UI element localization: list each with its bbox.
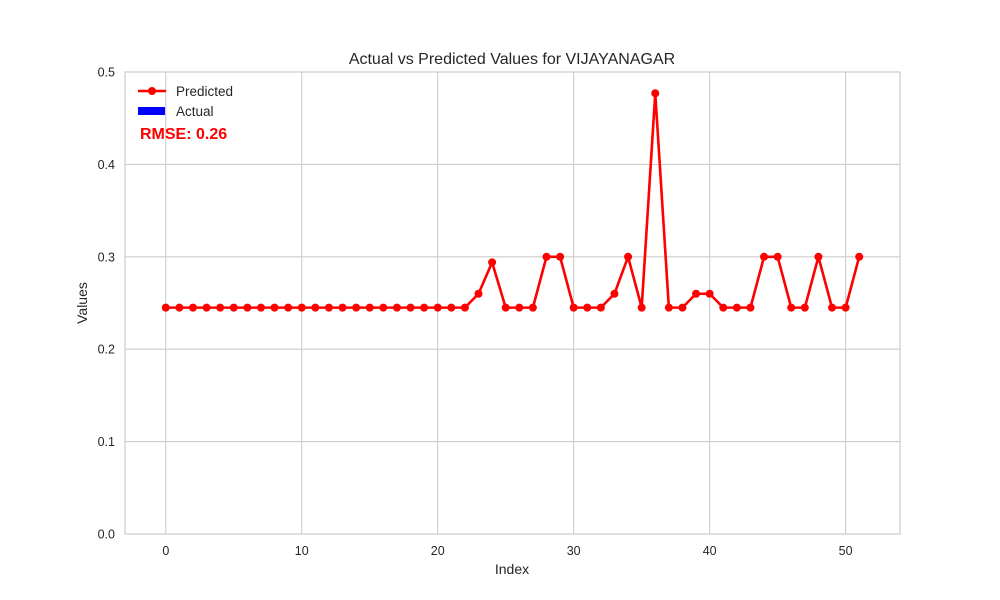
x-tick-label: 30: [567, 544, 581, 558]
series-0-point: [243, 303, 252, 312]
legend: Predicted Actual: [138, 84, 233, 119]
series-0-point: [732, 303, 741, 312]
series-0-point: [433, 303, 442, 312]
y-tick-label: 0.4: [98, 158, 115, 172]
series-0-point: [379, 303, 388, 312]
series-0-point: [352, 303, 361, 312]
series-0-point: [297, 303, 306, 312]
series-0-point: [528, 303, 537, 312]
series-0-point: [746, 303, 755, 312]
tick-labels: 0 10 20 30 40 50 0.0 0.1 0.2 0.3 0.4 0.5: [98, 66, 853, 559]
series-0-point: [474, 289, 483, 298]
series-0-point: [800, 303, 809, 312]
y-tick-label: 0.3: [98, 250, 115, 264]
series-0-point: [161, 303, 170, 312]
series-0-point: [760, 252, 769, 261]
series-0-point: [256, 303, 265, 312]
series-0-point: [542, 252, 551, 261]
series-0-point: [569, 303, 578, 312]
x-axis-label: Index: [495, 561, 529, 577]
series-0-point: [501, 303, 510, 312]
series-0-point: [692, 289, 701, 298]
rmse-annotation: RMSE: 0.26: [140, 126, 227, 143]
series-0-point: [773, 252, 782, 261]
series-0-point: [814, 252, 823, 261]
legend-actual-label: Actual: [176, 104, 214, 119]
series-0-point: [229, 303, 238, 312]
series-0-point: [624, 252, 633, 261]
x-tick-label: 10: [295, 544, 309, 558]
series-0-point: [841, 303, 850, 312]
series-0-point: [216, 303, 225, 312]
x-tick-label: 20: [431, 544, 445, 558]
series-0-point: [311, 303, 320, 312]
legend-actual-swatch: [138, 107, 165, 115]
series-0-line: [164, 91, 861, 309]
series-0-point: [515, 303, 524, 312]
series-0-point: [447, 303, 456, 312]
series-0-point: [188, 303, 197, 312]
series-0-point: [664, 303, 673, 312]
series-0-point: [420, 303, 429, 312]
legend-item-predicted: Predicted: [138, 84, 233, 99]
series-0-point: [270, 303, 279, 312]
series-0-point: [365, 303, 374, 312]
y-tick-label: 0.2: [98, 343, 115, 357]
series-0-point: [175, 303, 184, 312]
series-0-point: [787, 303, 796, 312]
chart-title: Actual vs Predicted Values for VIJAYANAG…: [349, 51, 675, 68]
series-0-point: [556, 252, 565, 261]
series-0-point: [651, 89, 660, 98]
series-0-point: [324, 303, 333, 312]
series-0-point: [406, 303, 415, 312]
y-tick-label: 0.0: [98, 528, 115, 542]
series-0-point: [637, 303, 646, 312]
series-0-point: [488, 258, 497, 267]
legend-predicted-label: Predicted: [176, 84, 233, 99]
series-0-point: [596, 303, 605, 312]
series: [161, 89, 864, 312]
series-0-point: [705, 289, 714, 298]
series-0-point: [284, 303, 293, 312]
x-tick-label: 40: [703, 544, 717, 558]
y-tick-label: 0.1: [98, 435, 115, 449]
series-0-point: [855, 252, 864, 261]
series-0-point: [202, 303, 211, 312]
plot-area: [124, 71, 901, 535]
x-tick-label: 50: [839, 544, 853, 558]
y-tick-label: 0.5: [98, 66, 115, 80]
series-0-point: [583, 303, 592, 312]
x-tick-label: 0: [162, 544, 169, 558]
series-0-point: [828, 303, 837, 312]
legend-item-actual: Actual: [138, 104, 214, 119]
series-0-point: [678, 303, 687, 312]
series-0-point: [719, 303, 728, 312]
series-0-point: [338, 303, 347, 312]
series-0-point: [392, 303, 401, 312]
legend-predicted-marker: [148, 87, 156, 95]
y-axis-label: Values: [74, 282, 90, 324]
series-0-point: [610, 289, 619, 298]
series-0-point: [460, 303, 469, 312]
